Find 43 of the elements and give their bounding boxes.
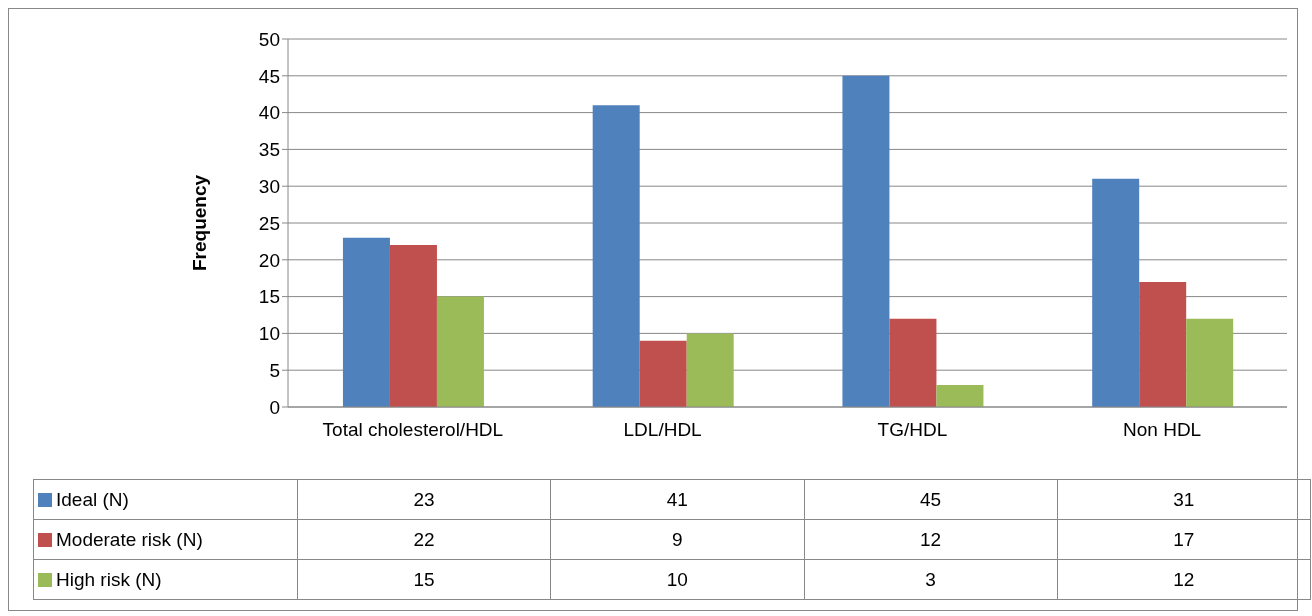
bar [1186,318,1234,407]
bar [1139,281,1187,407]
y-tick-label: 25 [258,212,280,234]
bar [936,384,984,407]
legend-label: Moderate risk (N) [33,519,298,560]
data-label: 31 [1057,479,1311,520]
y-tick-label: 5 [269,359,280,381]
x-tick-label: LDL/HDL [623,419,702,441]
data-label: 15 [297,559,551,600]
y-tick-label: 15 [258,286,280,308]
x-tick-label: TG/HDL [877,419,948,441]
y-tick-label: 50 [258,28,280,50]
y-tick-label: 30 [258,175,280,197]
bar [342,237,390,407]
data-label: 41 [550,479,804,520]
y-tick-label: 45 [258,65,280,87]
legend-label: Ideal (N) [33,479,298,520]
bar [889,318,937,407]
data-label: 22 [297,519,551,560]
y-tick-label: 10 [258,323,280,345]
y-tick-label: 20 [258,249,280,271]
data-label: 17 [1057,519,1311,560]
data-label: 12 [1057,559,1311,600]
data-label: 3 [804,559,1058,600]
data-label: 23 [297,479,551,520]
y-tick-label: 40 [258,102,280,124]
bar [1092,178,1140,407]
bar [592,105,640,407]
y-axis-title: Frequency [188,174,210,272]
data-label: 10 [550,559,804,600]
bar [842,75,890,407]
legend-label: High risk (N) [33,559,298,600]
y-tick-label: 0 [269,396,280,418]
x-tick-label: Non HDL [1123,419,1202,441]
data-label: 9 [550,519,804,560]
bar [686,333,734,407]
y-tick-label: 35 [258,139,280,161]
bar [389,245,437,407]
data-label: 12 [804,519,1058,560]
data-label: 45 [804,479,1058,520]
bar [436,296,484,407]
x-tick-label: Total cholesterol/HDL [322,419,504,441]
bar [639,340,687,407]
